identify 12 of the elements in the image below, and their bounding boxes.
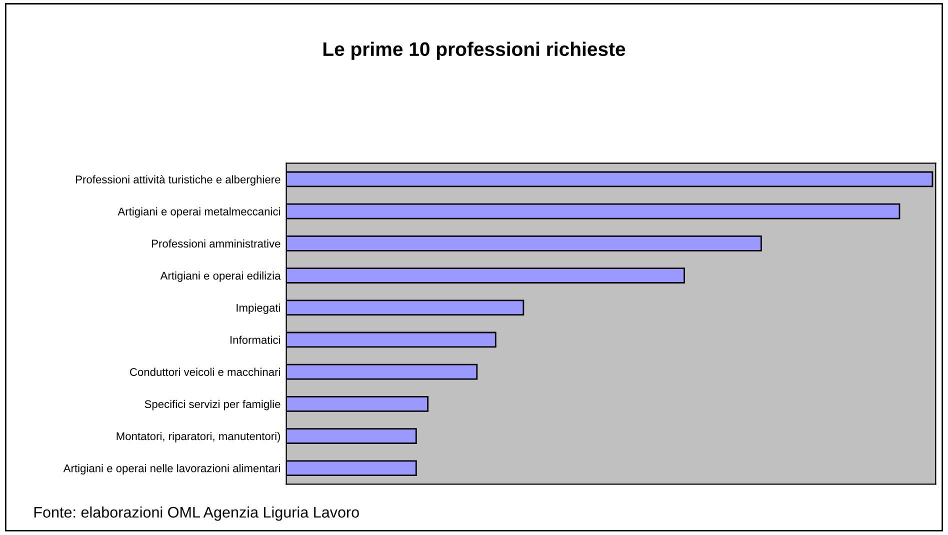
chart-title: Le prime 10 professioni richieste [323, 42, 626, 60]
y-tick-label: Impiegati [236, 304, 280, 314]
y-tick-label: Artigiani e operai metalmeccanici [118, 207, 280, 218]
y-tick-label: Conduttori veicoli e macchinari [130, 368, 280, 376]
y-tick-label: Artigiani e operai nelle lavorazioni alimentari [63, 464, 280, 474]
y-tick-label: Informatici [230, 336, 280, 344]
source-note: Fonte: elaborazioni OML Agenzia Liguria Lavoro [34, 506, 359, 521]
y-tick-label: Professioni attività turistiche e alberghiere [76, 175, 280, 186]
y-tick-label: Professioni amministrative [152, 239, 280, 248]
y-tick-label: Montatori, riparatori, manutentori) [116, 432, 280, 442]
y-tick-label: Artigiani e operai edilizia [160, 272, 281, 282]
y-tick-label: Specifici servizi per famiglie [144, 400, 280, 410]
